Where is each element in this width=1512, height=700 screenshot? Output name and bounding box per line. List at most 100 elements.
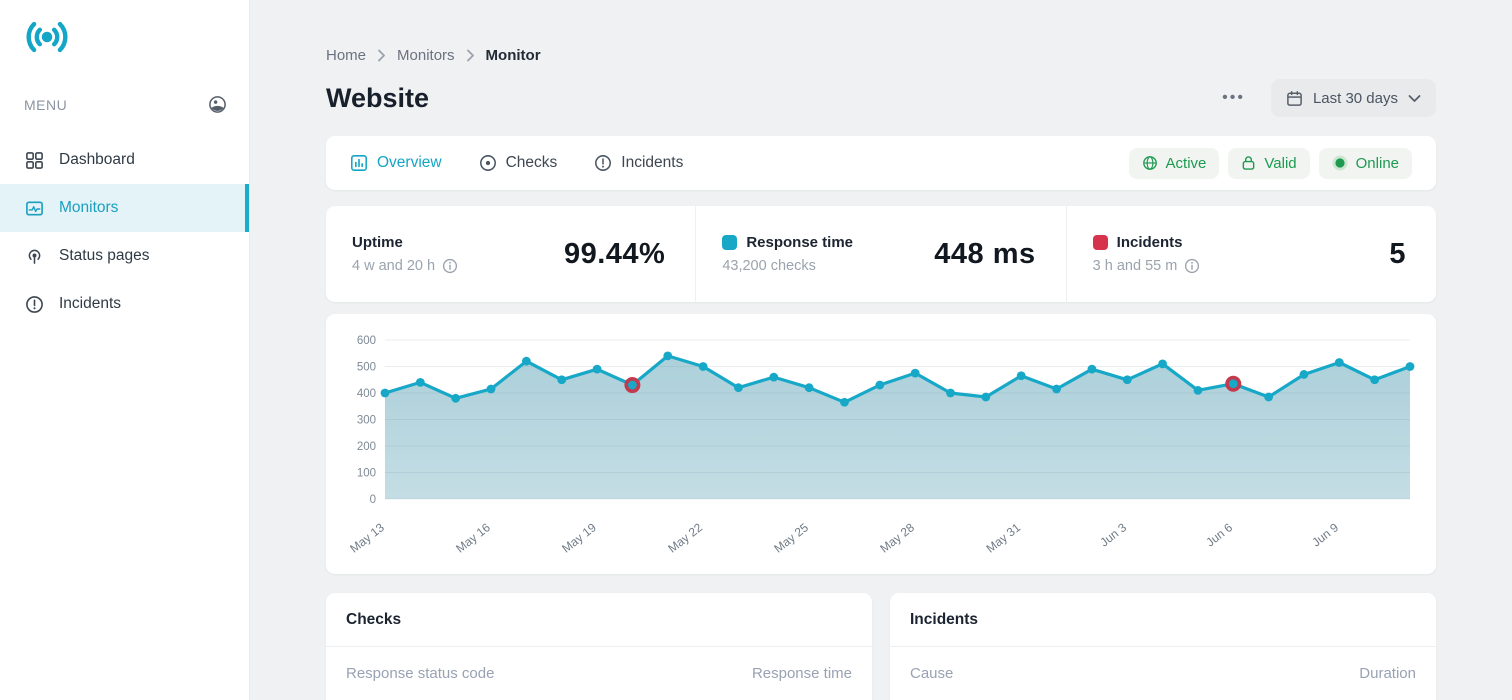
stat-uptime: Uptime 4 w and 20 h 99.44% — [326, 206, 695, 302]
page-title: Website — [326, 82, 430, 113]
status-badge-valid: Valid — [1228, 147, 1310, 179]
tab-label: Incidents — [621, 154, 684, 171]
stat-label: Incidents — [1116, 234, 1183, 251]
menu-section-label: MENU — [24, 96, 68, 113]
incidents-card: Incidents Cause Duration — [890, 593, 1436, 700]
checks-card: Checks Response status code Response tim… — [326, 593, 872, 700]
tab-label: Checks — [505, 154, 558, 171]
alert-circle-icon — [24, 294, 44, 314]
tab-incidents[interactable]: Incidents — [594, 154, 683, 172]
y-axis-tick-label: 100 — [357, 468, 376, 480]
chart-point — [1405, 362, 1415, 371]
sidebar-item-dashboard[interactable]: Dashboard — [0, 136, 249, 184]
y-axis-tick-label: 0 — [370, 494, 376, 506]
chart-point — [1264, 392, 1274, 402]
y-axis-tick-label: 300 — [357, 415, 376, 427]
response-time-swatch — [722, 235, 738, 250]
x-axis-tick-label: May 22 — [665, 520, 705, 555]
chart-point — [840, 397, 849, 407]
chart-point — [415, 378, 425, 387]
chevron-down-icon — [1408, 94, 1421, 103]
sidebar-item-label: Incidents — [59, 295, 122, 312]
x-axis-tick-label: Jun 3 — [1097, 520, 1129, 549]
incidents-card-title: Incidents — [890, 593, 1436, 647]
badge-label: Online — [1355, 154, 1399, 172]
sidebar-item-status-pages[interactable]: Status pages — [0, 232, 249, 280]
chart-point — [804, 383, 814, 393]
chart-point — [734, 383, 743, 393]
x-axis-tick-label: May 31 — [983, 520, 1023, 555]
chart-point — [698, 362, 708, 371]
breadcrumb-current: Monitor — [485, 47, 541, 64]
response-time-chart: 0 100 200 300 400 500 600 May 13 May 16 May 19 May… — [347, 335, 1415, 556]
column-header-response-status-code: Response status code — [346, 665, 495, 682]
info-icon[interactable] — [1184, 258, 1200, 274]
calendar-icon — [1286, 90, 1303, 107]
app-logo[interactable] — [0, 0, 249, 65]
chart-point — [521, 356, 531, 366]
stat-value: 99.44% — [563, 237, 666, 270]
chart-point — [1016, 371, 1026, 381]
chevron-right-icon — [377, 49, 386, 62]
tab-overview[interactable]: Overview — [350, 154, 442, 172]
checks-card-title: Checks — [326, 593, 872, 647]
more-options-button[interactable]: ••• — [1222, 89, 1245, 106]
stat-sub-label: 43,200 checks — [722, 258, 816, 274]
column-header-duration: Duration — [1359, 665, 1416, 682]
tab-label: Overview — [377, 154, 442, 171]
column-header-cause: Cause — [910, 665, 954, 682]
chart-point — [486, 384, 496, 394]
sidebar: MENU Dashboard — [0, 0, 250, 700]
response-time-chart-card: 0 100 200 300 400 500 600 May 13 May 16 May 19 May… — [326, 314, 1436, 574]
broadcast-logo-icon — [24, 21, 70, 64]
chart-point — [1052, 384, 1061, 394]
monitor-chart-icon — [24, 198, 44, 218]
sidebar-nav: Dashboard Monitors Status pages — [0, 136, 249, 328]
lock-icon — [1241, 155, 1256, 171]
status-badge-active: Active — [1128, 147, 1220, 179]
x-axis-tick-label: Jun 9 — [1309, 520, 1341, 549]
info-icon[interactable] — [442, 258, 458, 274]
stat-incidents: Incidents 3 h and 55 m 5 — [1065, 206, 1436, 302]
chart-point — [946, 388, 955, 398]
date-range-label: Last 30 days — [1312, 89, 1398, 107]
breadcrumb-monitors[interactable]: Monitors — [397, 47, 455, 64]
date-range-button[interactable]: Last 30 days — [1270, 79, 1436, 117]
badge-label: Valid — [1264, 154, 1297, 172]
sidebar-item-monitors[interactable]: Monitors — [0, 184, 249, 232]
stat-value: 5 — [1389, 237, 1406, 270]
tab-checks[interactable]: Checks — [479, 154, 558, 172]
chart-point — [628, 380, 637, 390]
chart-point — [1299, 370, 1309, 379]
chart-point — [1122, 375, 1132, 385]
chart-point — [592, 364, 602, 374]
globe-icon — [1142, 155, 1158, 171]
breadcrumb-home[interactable]: Home — [326, 47, 367, 64]
bar-chart-icon — [350, 154, 368, 172]
dashboard-grid-icon — [24, 150, 44, 170]
sidebar-collapse-icon[interactable] — [208, 95, 227, 114]
chart-point — [1370, 375, 1380, 385]
chart-area-fill — [385, 355, 1410, 499]
x-axis-tick-label: May 25 — [771, 520, 811, 555]
chart-point — [1334, 358, 1344, 367]
incidents-swatch — [1092, 235, 1108, 250]
stat-response-time: Response time 43,200 checks 448 ms — [695, 206, 1065, 302]
broadcast-icon — [24, 246, 44, 266]
chart-point — [557, 375, 567, 385]
y-axis-tick-label: 400 — [357, 388, 376, 400]
column-header-response-time: Response time — [751, 665, 852, 682]
y-axis-tick-label: 600 — [357, 335, 376, 347]
sidebar-item-incidents[interactable]: Incidents — [0, 280, 249, 328]
x-axis-tick-label: Jun 6 — [1203, 520, 1235, 549]
dot-icon — [1332, 155, 1348, 171]
sidebar-item-label: Status pages — [59, 247, 150, 264]
status-badge-online: Online — [1318, 147, 1412, 179]
chevron-right-icon — [466, 49, 475, 62]
alert-circle-icon — [594, 154, 612, 172]
chart-point — [875, 380, 885, 390]
main-area: Home Monitors Monitor Website ••• — [250, 0, 1512, 700]
sidebar-item-label: Monitors — [59, 199, 119, 216]
stat-label: Response time — [746, 234, 854, 251]
stat-sub-label: 4 w and 20 h — [352, 258, 436, 274]
